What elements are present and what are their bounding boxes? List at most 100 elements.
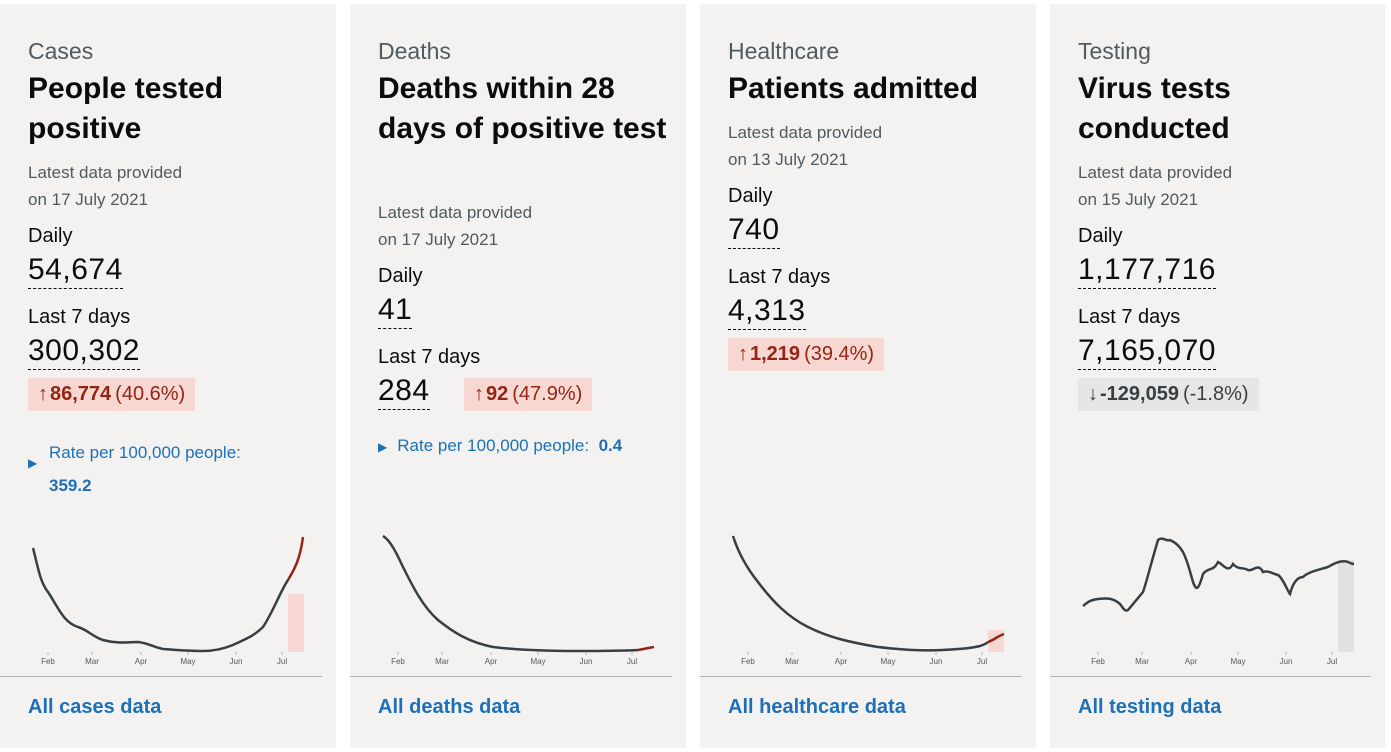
last-7-days-value[interactable]: 7,165,070: [1078, 335, 1216, 370]
month-tick-label: Jun: [230, 657, 243, 666]
month-tick-label: Jul: [277, 657, 287, 666]
change-percent: (40.6%): [115, 383, 186, 405]
month-tick-label: Jul: [627, 657, 637, 666]
updated-line-1: Latest data provided: [378, 203, 533, 222]
rate-toggle[interactable]: ▶ Rate per 100,000 people: 359.2: [28, 436, 288, 502]
cases-card: Cases People tested positive Latest data…: [0, 4, 336, 748]
daily-value[interactable]: 54,674: [28, 254, 123, 289]
change-percent: (-1.8%): [1182, 383, 1249, 405]
card-caption: Deaths: [378, 38, 451, 64]
daily-label: Daily: [728, 185, 773, 207]
rate-value: 0.4: [598, 436, 623, 455]
recent-period-band: [1338, 560, 1354, 652]
deaths-sparkline: Feb Mar Apr May Jun Jul: [382, 534, 655, 666]
healthcare-sparkline: Feb Mar Apr May Jun Jul: [731, 535, 1005, 666]
month-tick-label: Apr: [1185, 657, 1198, 666]
month-tick-label: Mar: [785, 657, 799, 666]
rate-label: Rate per 100,000 people:: [397, 436, 590, 455]
daily-value[interactable]: 41: [378, 294, 413, 329]
daily-label: Daily: [28, 225, 73, 247]
all-healthcare-data-link[interactable]: All healthcare data: [728, 696, 906, 718]
change-amount: 92: [486, 383, 509, 405]
change-badge: ↑ 92 (47.9%): [464, 378, 593, 411]
all-cases-data-link[interactable]: All cases data: [28, 696, 162, 718]
card-heading: Deaths within 28 days of positive test: [378, 72, 667, 145]
month-tick-label: Apr: [835, 657, 848, 666]
card-caption: Testing: [1078, 38, 1151, 64]
recent-trend-line: [987, 632, 1005, 644]
month-tick-label: Jun: [1280, 657, 1293, 666]
month-tick-label: Feb: [741, 657, 755, 666]
divider: [700, 676, 1022, 677]
month-tick-label: Jul: [1327, 657, 1337, 666]
month-tick-label: Mar: [435, 657, 449, 666]
testing-card: Testing Virus tests conducted Latest dat…: [1050, 4, 1385, 748]
daily-value[interactable]: 1,177,716: [1078, 254, 1216, 289]
card-caption: Cases: [28, 38, 94, 64]
last-7-days-value[interactable]: 4,313: [728, 295, 806, 330]
updated-line-2: on 15 July 2021: [1078, 190, 1199, 209]
card-heading: People tested positive: [28, 72, 224, 145]
recent-trend-line: [637, 645, 655, 652]
month-tick-label: Mar: [85, 657, 99, 666]
change-percent: (39.4%): [804, 343, 875, 365]
last-7-days-label: Last 7 days: [1078, 306, 1181, 328]
last-7-days-label: Last 7 days: [728, 266, 831, 288]
healthcare-card: Healthcare Patients admitted Latest data…: [700, 4, 1036, 748]
updated-line-1: Latest data provided: [28, 163, 183, 182]
trend-line: [382, 534, 639, 653]
month-tick-label: Feb: [391, 657, 405, 666]
rate-value: 359.2: [49, 476, 92, 495]
cases-sparkline: Feb Mar Apr May Jun Jul: [31, 536, 305, 666]
last-7-days-value[interactable]: 300,302: [28, 335, 140, 370]
month-tick-label: May: [880, 657, 895, 666]
triangle-right-icon: ▶: [28, 456, 38, 470]
recent-period-band: [288, 594, 304, 652]
month-tick-label: Feb: [41, 657, 55, 666]
month-tick-label: Apr: [485, 657, 498, 666]
all-deaths-data-link[interactable]: All deaths data: [378, 696, 521, 718]
month-tick-label: Jun: [580, 657, 593, 666]
change-badge: ↑ 86,774 (40.6%): [28, 378, 196, 411]
arrow-down-icon: ↓: [1088, 383, 1098, 405]
updated-line-1: Latest data provided: [728, 123, 883, 142]
change-amount: 1,219: [750, 343, 801, 365]
divider: [0, 676, 322, 677]
divider: [1050, 676, 1371, 677]
daily-label: Daily: [378, 265, 423, 287]
change-amount: -129,059: [1100, 383, 1179, 405]
month-tick-label: Mar: [1135, 657, 1149, 666]
trend-line: [731, 535, 989, 652]
updated-line-2: on 17 July 2021: [378, 230, 499, 249]
change-amount: 86,774: [50, 383, 112, 405]
daily-value[interactable]: 740: [728, 214, 780, 249]
month-tick-label: May: [180, 657, 195, 666]
month-tick-label: Apr: [135, 657, 148, 666]
updated-line-2: on 13 July 2021: [728, 150, 849, 169]
testing-sparkline: Feb Mar Apr May Jun Jul: [1082, 537, 1355, 666]
change-badge: ↑ 1,219 (39.4%): [728, 338, 885, 371]
last-7-days-value[interactable]: 284: [378, 375, 430, 410]
updated-line-2: on 17 July 2021: [28, 190, 149, 209]
arrow-up-icon: ↑: [738, 343, 748, 365]
arrow-up-icon: ↑: [38, 383, 48, 405]
rate-label: Rate per 100,000 people:: [49, 443, 241, 462]
last-7-days-label: Last 7 days: [378, 346, 481, 368]
trend-line: [1082, 537, 1355, 612]
arrow-up-icon: ↑: [474, 383, 484, 405]
month-tick-label: Feb: [1091, 657, 1105, 666]
change-percent: (47.9%): [512, 383, 583, 405]
daily-label: Daily: [1078, 225, 1123, 247]
card-caption: Healthcare: [728, 38, 840, 64]
all-testing-data-link[interactable]: All testing data: [1078, 696, 1222, 718]
month-tick-label: Jun: [930, 657, 943, 666]
card-heading: Virus tests conducted: [1078, 72, 1231, 145]
month-tick-label: May: [1230, 657, 1245, 666]
change-badge: ↓ -129,059 (-1.8%): [1078, 378, 1259, 411]
rate-toggle[interactable]: ▶ Rate per 100,000 people: 0.4: [378, 436, 622, 457]
deaths-card: Deaths Deaths within 28 days of positive…: [350, 4, 686, 748]
last-7-days-label: Last 7 days: [28, 306, 131, 328]
triangle-right-icon: ▶: [378, 440, 388, 454]
month-tick-label: Jul: [977, 657, 987, 666]
month-tick-label: May: [530, 657, 545, 666]
